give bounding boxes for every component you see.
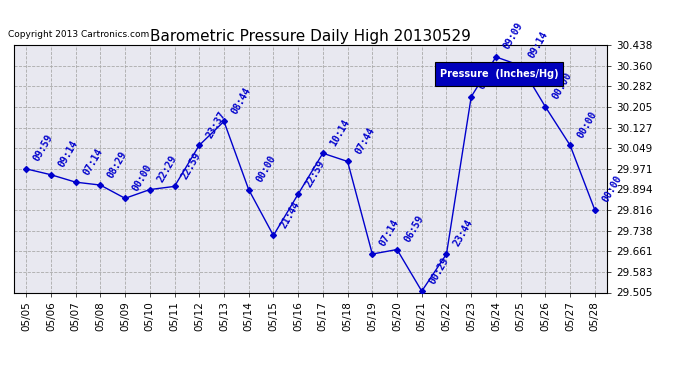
Text: 23:44: 23:44 — [452, 218, 475, 249]
Text: 08:44: 08:44 — [230, 86, 253, 116]
Text: 07:44: 07:44 — [353, 126, 377, 156]
Text: 21:44: 21:44 — [279, 200, 302, 230]
Text: 00:00: 00:00 — [130, 162, 154, 193]
Text: 08:29: 08:29 — [106, 149, 129, 180]
Text: 09:14: 09:14 — [57, 139, 80, 169]
Text: Pressure  (Inches/Hg): Pressure (Inches/Hg) — [440, 69, 558, 79]
Title: Barometric Pressure Daily High 20130529: Barometric Pressure Daily High 20130529 — [150, 29, 471, 44]
Text: 00:00: 00:00 — [600, 174, 624, 204]
Text: 22:29: 22:29 — [155, 154, 179, 184]
Text: 07:14: 07:14 — [378, 218, 401, 249]
Text: 00:00: 00:00 — [551, 71, 574, 101]
Text: 22:59: 22:59 — [180, 150, 204, 181]
Text: 06:59: 06:59 — [402, 213, 426, 244]
Text: 00:00: 00:00 — [575, 109, 599, 140]
Text: 00:00: 00:00 — [254, 154, 277, 184]
Text: 09:14: 09:14 — [526, 30, 549, 60]
FancyBboxPatch shape — [435, 62, 563, 86]
Text: Copyright 2013 Cartronics.com: Copyright 2013 Cartronics.com — [8, 30, 149, 39]
Text: 05:52: 05:52 — [477, 61, 500, 91]
Text: 09:59: 09:59 — [32, 133, 55, 164]
Text: 07:14: 07:14 — [81, 146, 104, 177]
Text: 00:29: 00:29 — [427, 255, 451, 286]
Text: 23:37: 23:37 — [205, 109, 228, 140]
Text: 09:09: 09:09 — [502, 21, 525, 51]
Text: 10:14: 10:14 — [328, 117, 352, 148]
Text: 22:59: 22:59 — [304, 158, 327, 189]
